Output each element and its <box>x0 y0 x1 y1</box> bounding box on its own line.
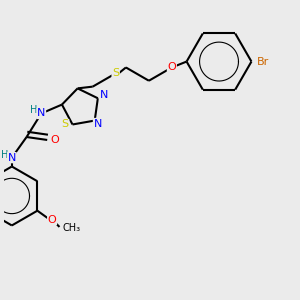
Text: N: N <box>94 118 102 128</box>
Text: S: S <box>61 119 69 130</box>
Text: O: O <box>167 62 176 73</box>
Text: Br: Br <box>257 57 269 67</box>
Text: CH₃: CH₃ <box>62 224 80 233</box>
Text: N: N <box>8 153 16 163</box>
Text: H: H <box>1 150 8 160</box>
Text: O: O <box>48 214 56 225</box>
Text: N: N <box>37 108 46 118</box>
Text: S: S <box>112 68 119 78</box>
Text: H: H <box>30 106 38 116</box>
Text: N: N <box>100 90 108 100</box>
Text: O: O <box>50 135 59 145</box>
